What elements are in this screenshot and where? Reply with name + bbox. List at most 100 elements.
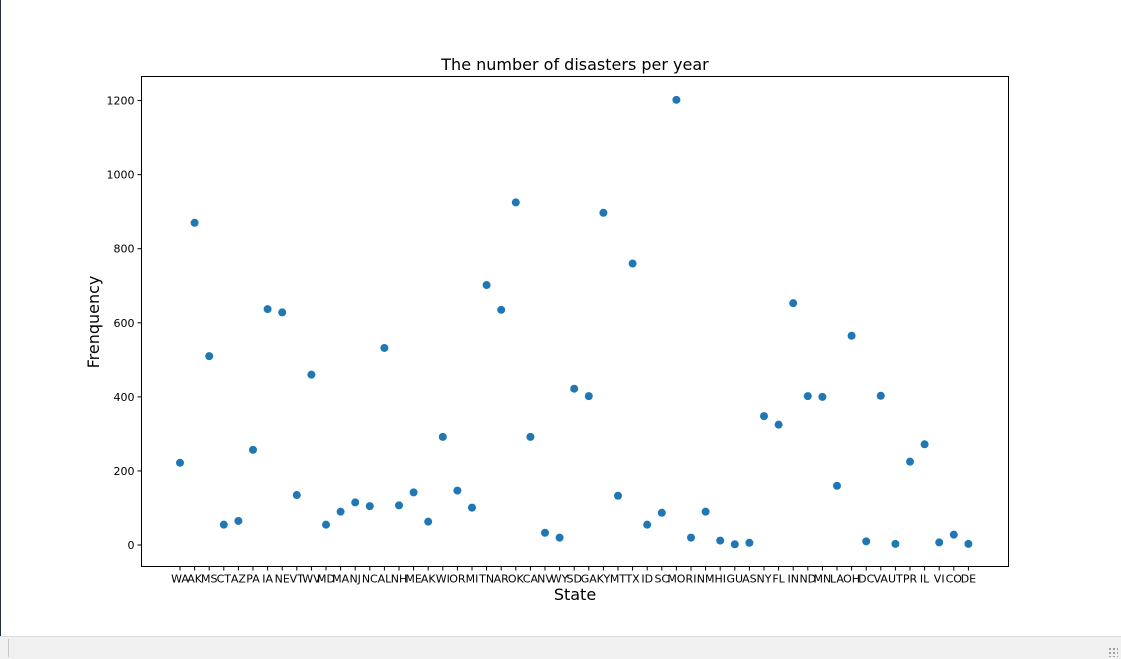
x-tick-label: NY (757, 573, 772, 586)
data-point: NC: 105 (365, 502, 374, 511)
data-point: VI: 7 (935, 538, 944, 547)
x-tick-label: HI (714, 573, 726, 586)
x-tick-label: DC (858, 573, 874, 586)
data-point: WA: 222 (176, 458, 184, 467)
x-tick-label: MN (814, 573, 832, 586)
x-tick-label: GA (581, 573, 598, 586)
data-point: MI: 101 (468, 503, 476, 512)
x-tick-label: UT (888, 573, 903, 586)
x-tick-label: OR (449, 573, 466, 586)
y-tick-label: 400 (114, 391, 135, 404)
data-point: KY: 897 (599, 208, 608, 217)
data-point: LA: 160 (833, 481, 841, 490)
data-point: ID: 55 (643, 520, 652, 529)
data-point: IN: 653 (789, 299, 798, 308)
y-tick-label: 1200 (107, 95, 135, 108)
x-tick-label: SC (654, 573, 669, 586)
data-point: GA: 402 (584, 392, 593, 401)
data-point: GU: 2 (730, 540, 739, 549)
x-tick-label: ME (405, 573, 421, 586)
data-point: VA: 403 (876, 391, 885, 400)
data-point: DE: 3 (964, 539, 973, 548)
x-tick-label: MI (466, 573, 479, 586)
data-point: AS: 6 (745, 538, 754, 547)
data-point: WI: 292 (438, 432, 447, 441)
x-tick-label: ID (641, 573, 653, 586)
data-point: NM: 90 (701, 507, 710, 516)
chart-title: The number of disasters per year (440, 55, 709, 74)
x-tick-label: VI (934, 573, 945, 586)
x-tick-label: CO (946, 573, 963, 586)
y-axis: 0 200 400 600 800 1000 1200 (107, 95, 142, 552)
data-point: DC: 10 (862, 537, 871, 546)
x-tick-label: WY (551, 573, 569, 586)
x-tick-label: AS (742, 573, 757, 586)
data-point: PA: 257 (249, 445, 257, 454)
scatter-chart: The number of disasters per year 0 200 400… (84, 55, 1009, 604)
x-tick-label: NH (391, 573, 408, 586)
x-axis-label: State (554, 585, 596, 604)
data-point: OH: 565 (847, 331, 856, 340)
x-tick-label: GU (727, 573, 744, 586)
x-tick-label: SD (566, 573, 581, 586)
x-tick-label: CA (523, 573, 539, 586)
x-tick-label: OH (843, 573, 860, 586)
data-point: IA: 637 (263, 305, 272, 314)
data-point: MD: 55 (322, 520, 330, 529)
data-point: TX: 760 (628, 259, 637, 268)
y-tick-label: 800 (114, 243, 135, 256)
x-tick-label: MA (332, 573, 349, 586)
data-point: NE: 628 (278, 308, 287, 317)
data-point: IL: 272 (920, 440, 929, 449)
x-tick-label: FL (772, 573, 785, 586)
data-point: RI: 20 (687, 533, 695, 542)
data-point: UT: 3 (891, 539, 900, 548)
x-tick-label: AR (494, 573, 510, 586)
x-tick-label: PA (246, 573, 260, 586)
data-point: ME: 142 (409, 488, 418, 497)
x-tick-label: NJ (349, 573, 360, 586)
x-tick-label: NC (362, 573, 378, 586)
x-tick-label: WV (302, 573, 321, 586)
data-point: NH: 107 (395, 501, 403, 510)
data-point: CT: 55 (219, 520, 228, 529)
data-point: AR: 635 (497, 305, 506, 314)
x-tick-label: AL (378, 573, 393, 586)
data-point: SC: 87 (657, 508, 666, 517)
data-point: MA: 90 (336, 507, 345, 516)
x-tick-label: TX (624, 573, 640, 586)
x-tick-label: NE (275, 573, 290, 586)
x-tick-label: AK (421, 573, 437, 586)
data-point: OK: 925 (511, 198, 520, 207)
x-tick-label: DE (961, 573, 976, 586)
data-point: OR: 147 (453, 486, 462, 495)
x-tick-label: IN (787, 573, 798, 586)
data-point: AK: 870 (190, 218, 199, 227)
x-tick-label: MS (201, 573, 217, 586)
x-tick-label: CT (217, 573, 232, 586)
x-tick-label: ND (799, 573, 816, 586)
y-tick-label: 200 (114, 465, 135, 478)
x-tick-label: MO (667, 573, 685, 586)
x-tick-label: KY (597, 573, 611, 586)
status-bar (0, 636, 1121, 659)
data-point: AK: 63 (424, 517, 433, 526)
y-tick-label: 600 (114, 317, 135, 330)
data-point: VT: 135 (292, 491, 301, 500)
data-point: AL: 532 (380, 343, 389, 352)
plot-area (141, 76, 1009, 567)
data-point: WV: 460 (307, 370, 316, 379)
data-point: HI: 12 (716, 536, 725, 545)
x-tick-label: AZ (231, 573, 247, 586)
resize-grip-icon[interactable] (1108, 647, 1118, 657)
data-point: AZ: 65 (234, 516, 243, 525)
data-point: CA: 292 (526, 432, 535, 441)
data-point: FL: 325 (774, 420, 783, 429)
x-tick-label: NV (537, 573, 553, 586)
data-point: ND: 402 (803, 392, 812, 401)
y-axis-label: Frenquency (84, 276, 103, 369)
x-tick-label: NM (697, 573, 715, 586)
x-tick-label: WI (436, 573, 450, 586)
x-tick-label: PR (903, 573, 918, 586)
